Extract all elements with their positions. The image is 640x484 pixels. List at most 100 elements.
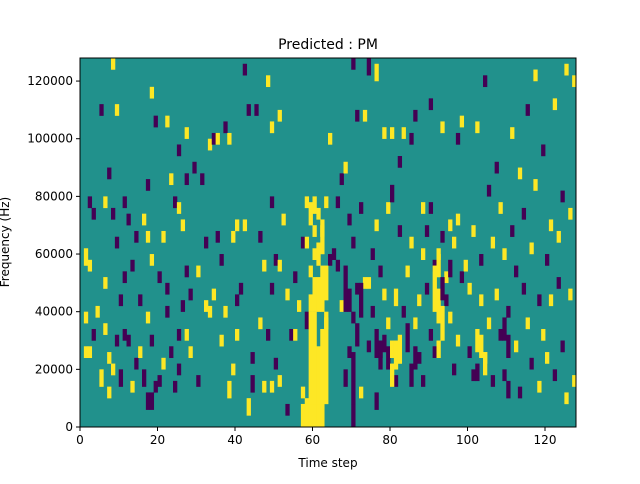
heatmap-cell (479, 334, 484, 359)
heatmap-cell (188, 346, 193, 359)
heatmap-cell (564, 63, 569, 76)
heatmap-cell (145, 311, 151, 324)
heatmap-cell (254, 104, 259, 116)
heatmap-cell (312, 248, 317, 260)
heatmap-cell (514, 265, 519, 278)
heatmap-cell (471, 369, 476, 382)
heatmap-cell (269, 196, 275, 209)
heatmap-cell (568, 288, 573, 301)
heatmap-cell (479, 254, 484, 266)
heatmap-cell (436, 288, 441, 324)
x-tick-label: 100 (456, 433, 479, 447)
heatmap-cell (269, 282, 275, 295)
heatmap-cell (308, 403, 313, 428)
heatmap-cell (517, 167, 523, 180)
heatmap-cell (428, 202, 434, 214)
heatmap-cell (548, 219, 554, 232)
heatmap-cell (300, 236, 306, 249)
heatmap-cell (223, 121, 228, 134)
heatmap-cell (304, 311, 310, 330)
heatmap-cell (114, 104, 120, 116)
heatmap-cell (207, 138, 213, 151)
heatmap-cell (514, 340, 519, 353)
heatmap-cell (370, 305, 375, 318)
heatmap-cell (572, 375, 577, 387)
heatmap-cell (409, 363, 414, 387)
heatmap-cell (165, 282, 170, 295)
heatmap-cell (545, 352, 550, 364)
heatmap-cell (134, 230, 139, 243)
heatmap-cell (184, 173, 189, 186)
heatmap-cell (541, 328, 546, 341)
heatmap-cell (424, 225, 430, 237)
heatmap-cell (188, 288, 193, 301)
heatmap-cell (506, 334, 511, 359)
heatmap-cell (238, 282, 244, 295)
heatmap-cell (502, 369, 507, 382)
heatmap-cell (219, 334, 224, 347)
heatmap-cell (184, 265, 189, 278)
heatmap-cell (308, 294, 313, 312)
heatmap-cell (176, 202, 182, 214)
heatmap-cell (382, 334, 387, 353)
heatmap-cell (374, 219, 379, 232)
heatmap-cell (351, 380, 356, 405)
heatmap-cell (343, 265, 348, 312)
heatmap-cell (440, 277, 445, 301)
heatmap-cell (122, 196, 127, 209)
heatmap-cell (227, 132, 232, 145)
heatmap-cell (176, 144, 182, 157)
heatmap-cell (475, 363, 480, 382)
heatmap-cell (424, 282, 430, 295)
heatmap-cell (118, 369, 124, 387)
heatmap-cell (130, 259, 135, 272)
heatmap-cell (351, 311, 356, 324)
heatmap-cell (300, 386, 306, 399)
heatmap-cell (440, 305, 445, 341)
heatmap-cell (266, 75, 271, 88)
heatmap-cell (351, 403, 356, 428)
heatmap-cell (324, 196, 329, 209)
heatmap-cell (486, 184, 492, 197)
heatmap-cell (277, 375, 282, 387)
heatmap-cell (161, 230, 166, 243)
heatmap-cell (312, 196, 317, 214)
heatmap-cell (452, 236, 457, 249)
heatmap-cell (335, 196, 341, 209)
heatmap-cell (444, 271, 449, 284)
heatmap-cell (483, 75, 488, 88)
heatmap-cell (560, 340, 565, 353)
heatmap-cell (87, 259, 93, 272)
heatmap-cell (204, 300, 209, 312)
heatmap-cell (149, 334, 155, 347)
heatmap-cell (339, 173, 344, 186)
heatmap-cell (343, 161, 348, 174)
heatmap-cell (413, 346, 418, 370)
heatmap-cell (494, 288, 499, 301)
heatmap-cell (204, 236, 209, 249)
heatmap-cell (525, 104, 530, 116)
heatmap-cell (149, 86, 155, 99)
heatmap-cell (145, 230, 151, 243)
heatmap-cell (432, 265, 437, 312)
heatmap-cell (517, 386, 523, 399)
y-axis: 0 20000 40000 60000 80000 100000 120000 (27, 74, 80, 434)
heatmap-cell (417, 294, 422, 307)
heatmap-cell (122, 328, 127, 341)
heatmap-cell (107, 167, 112, 180)
heatmap-cell (324, 311, 329, 405)
heatmap-cell (374, 63, 379, 82)
heatmap-cell (564, 392, 569, 405)
heatmap-cell (428, 98, 434, 111)
heatmap-cell (397, 334, 403, 364)
heatmap-cell (308, 202, 313, 226)
heatmap-cell (118, 294, 124, 307)
heatmap-cell (320, 230, 325, 255)
heatmap-cell (246, 104, 251, 116)
heatmap-cell (273, 254, 279, 266)
heatmap-cell (91, 207, 96, 220)
heatmap-cell (339, 300, 344, 312)
heatmap-cell (537, 380, 542, 393)
y-tick-label: 60000 (35, 247, 73, 261)
